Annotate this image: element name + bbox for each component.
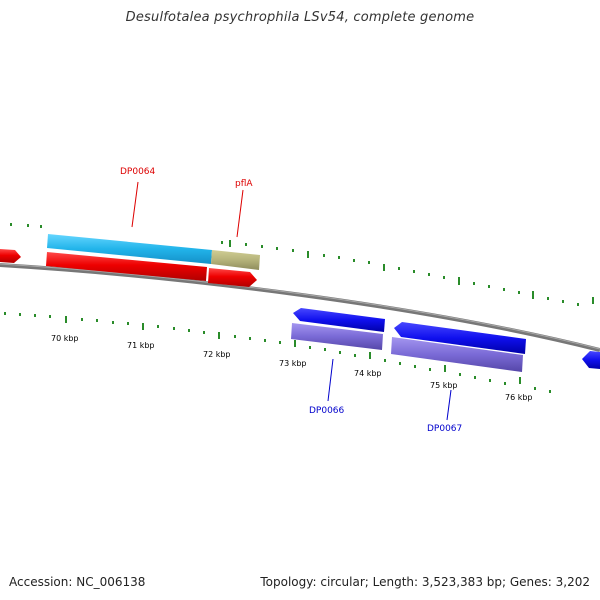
reverse-blast-hit-2[interactable] — [391, 337, 523, 372]
backbone-ring-highlight — [0, 263, 600, 350]
ruler-label-73kbp: 73 kbp — [279, 359, 307, 368]
label-leader-dp0064 — [131, 181, 139, 228]
gene-label-dp0064[interactable]: DP0064 — [120, 167, 156, 177]
map-title: Desulfotalea psychrophila LSv54, complet… — [125, 10, 475, 25]
inner-tick-ring — [4, 312, 551, 393]
forward-blast-hit-olive[interactable] — [211, 250, 260, 270]
forward-cds-arrow-dp0064[interactable] — [46, 252, 207, 281]
backbone-ring — [0, 263, 600, 352]
forward-blast-hit-cyan[interactable] — [47, 234, 212, 264]
ruler-label-75kbp: 75 kbp — [430, 381, 458, 390]
gene-label-pfla[interactable]: pflA — [235, 179, 253, 189]
ruler-labels: 70 kbp 71 kbp 72 kbp 73 kbp 74 kbp 75 kb… — [51, 334, 533, 402]
label-leader-dp0066 — [327, 358, 334, 402]
outer-tick-ring — [10, 223, 594, 306]
gene-label-dp0067[interactable]: DP0067 — [427, 424, 462, 434]
ruler-label-74kbp: 74 kbp — [354, 369, 382, 378]
reverse-blast-hit-1[interactable] — [291, 323, 383, 350]
gene-label-dp0066[interactable]: DP0066 — [309, 406, 345, 416]
reverse-cds-arrow-edge[interactable] — [582, 351, 600, 369]
ruler-label-71kbp: 71 kbp — [127, 341, 155, 350]
label-leader-pfla — [236, 189, 244, 238]
label-leader-dp0067 — [446, 389, 452, 421]
forward-cds-arrow-pfla[interactable] — [208, 268, 257, 287]
reverse-cds-arrow-dp0066[interactable] — [293, 308, 385, 332]
forward-cds-arrow-edge[interactable] — [0, 249, 21, 263]
ruler-label-72kbp: 72 kbp — [203, 350, 231, 359]
ruler-label-76kbp: 76 kbp — [505, 393, 533, 402]
ruler-label-70kbp: 70 kbp — [51, 334, 79, 343]
accession-text: Accession: NC_006138 — [9, 575, 146, 589]
topology-text: Topology: circular; Length: 3,523,383 bp… — [260, 575, 590, 589]
reverse-cds-arrow-dp0067[interactable] — [394, 322, 526, 354]
